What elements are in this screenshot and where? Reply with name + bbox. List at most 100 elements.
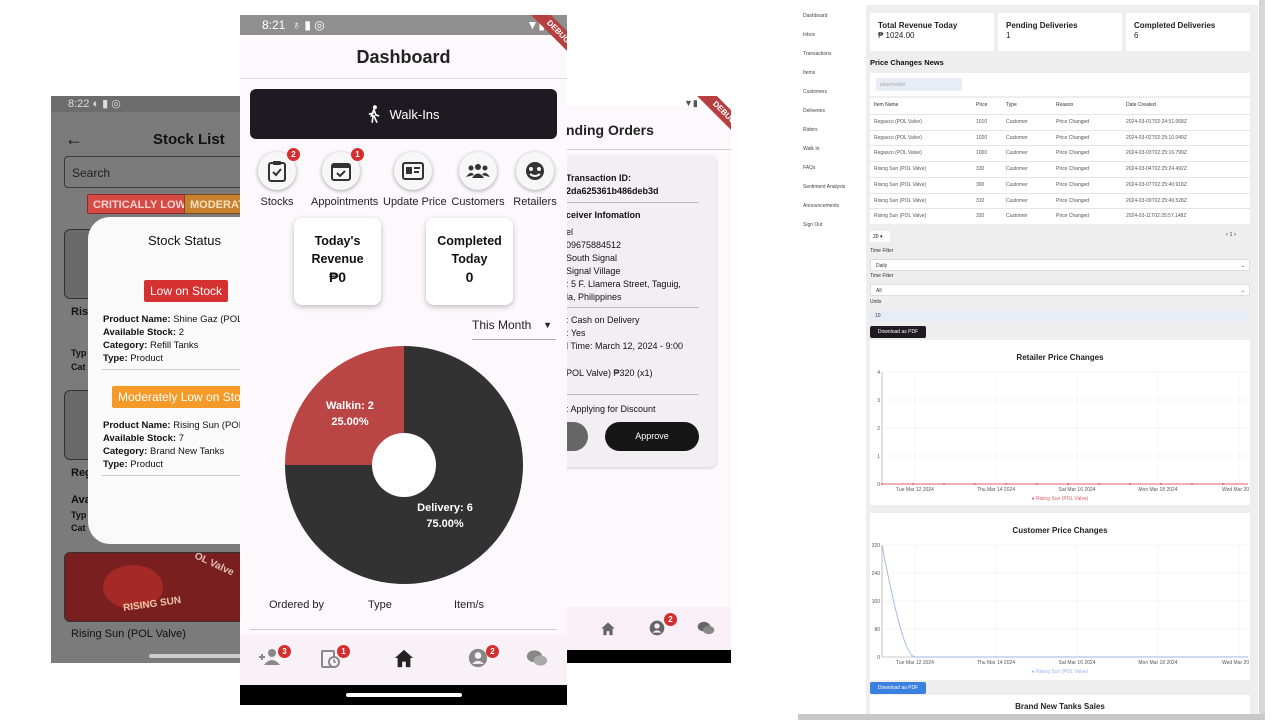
- label: Product Name:: [103, 314, 171, 325]
- chart-title: Customer Price Changes: [1012, 526, 1108, 535]
- update-price-action[interactable]: Update Price: [383, 152, 447, 208]
- table-cell: Regasco (POL Valve): [874, 150, 922, 157]
- stocks-action[interactable]: 2 Stocks: [247, 148, 307, 208]
- filter-value: Daily: [876, 263, 888, 269]
- search-input[interactable]: placeholder: [876, 78, 962, 91]
- table-row[interactable]: Rising Sun (POL Valve) 310 Customer Price C…: [870, 192, 1250, 207]
- retailer-line-chart: 0 1 2 3 4 Tue Mar 12 2024 Thu Mar 14 2024 Sat M…: [877, 370, 1250, 502]
- account-circle-icon[interactable]: [468, 648, 488, 668]
- table-cell: 300: [976, 181, 985, 188]
- units-input[interactable]: 10: [870, 310, 1250, 322]
- table-cell: Customer: [1006, 197, 1028, 204]
- section-title: Price Changes News: [870, 58, 944, 67]
- product-name: Shine Gaz (POL V: [173, 314, 252, 325]
- moderate-stock-badge: Moderately Low on Sto: [112, 386, 247, 408]
- card-value: ₱ 1024.00: [878, 31, 915, 40]
- page-size-select[interactable]: 20 ▾: [870, 231, 890, 242]
- table-cell: Price Changed: [1056, 166, 1090, 173]
- table-row[interactable]: Regasco (POL Valve) 1000 Customer Price Cha…: [870, 145, 1250, 159]
- product-info: Product Name: Shine Gaz (POL V: [103, 313, 251, 326]
- discount-line: : Applying for Discount: [566, 404, 656, 414]
- pending-deliveries-card: Pending Deliveries 1: [998, 13, 1122, 51]
- customers-action[interactable]: Customers: [448, 152, 508, 208]
- transaction-id: 2da625361b486deb3d: [566, 186, 659, 196]
- sidebar-item-transactions[interactable]: Transactions: [803, 51, 832, 57]
- sidebar-item-sentiment-analysis[interactable]: Sentiment Analysis: [803, 184, 846, 190]
- sidebar-item-sign-out[interactable]: Sign Out: [803, 222, 823, 228]
- table-cell: Regasco (POL Valve): [874, 134, 922, 141]
- appointments-button[interactable]: 1: [322, 148, 364, 190]
- sidebar-item-dashboard[interactable]: Dashboard: [803, 13, 828, 19]
- card-label: Completed Deliveries: [1134, 21, 1216, 30]
- table-row[interactable]: Rising Sun (POL Valve) 300 Customer Price C…: [870, 176, 1250, 191]
- horizontal-scrollbar[interactable]: [798, 714, 1265, 720]
- chat-icon[interactable]: [697, 620, 715, 636]
- receiver-line: la, Philippines: [566, 292, 622, 302]
- sidebar-item-deliveries[interactable]: Deliveries: [803, 108, 825, 114]
- back-arrow-icon[interactable]: ←: [65, 128, 83, 149]
- chat-icon[interactable]: [526, 648, 548, 668]
- home-icon[interactable]: [600, 621, 616, 636]
- time-filter-select[interactable]: Daily ⌄: [870, 259, 1250, 271]
- price-tag-icon: [402, 162, 424, 180]
- table-cell: 1020: [976, 134, 988, 141]
- pagination: ‹ 1 ›: [1226, 232, 1237, 238]
- walkin-label: Walk-Ins: [389, 106, 440, 122]
- payment-line: : Cash on Delivery: [566, 315, 640, 325]
- stocks-button[interactable]: 2: [258, 148, 300, 190]
- pie-slice-walkin[interactable]: [285, 346, 404, 465]
- table-cell: 2024-03-03T02:25:16.799Z: [1126, 150, 1187, 157]
- home-icon[interactable]: [393, 648, 415, 668]
- sidebar-item-announcements[interactable]: Announcements: [803, 203, 840, 209]
- account-circle-icon[interactable]: [649, 620, 665, 636]
- retailers-action[interactable]: Retailers: [505, 152, 565, 208]
- divider: [250, 629, 557, 630]
- type: Product: [130, 353, 164, 364]
- table-row[interactable]: Regasco (POL Valve) 1020 Customer Price Cha…: [870, 129, 1250, 144]
- stat-label: Completed: [437, 234, 502, 248]
- home-indicator: [346, 693, 462, 697]
- list-item-text: Typ: [71, 348, 87, 358]
- card-value: 6: [1134, 31, 1139, 40]
- time-filter-select-2[interactable]: All ⌄: [870, 284, 1250, 296]
- price-changes-table: Item Name Price Type Reason Date Created Rega…: [870, 98, 1250, 224]
- download-pdf-button-2[interactable]: Download as PDF: [870, 682, 926, 694]
- x-tick-label: Wed Mar 20 20: [1222, 487, 1250, 493]
- sidebar-item-items[interactable]: Items: [803, 70, 816, 76]
- walkin-button[interactable]: Walk-Ins: [250, 89, 557, 139]
- download-pdf-button[interactable]: Download as PDF: [870, 326, 926, 338]
- table-cell: Customer: [1006, 213, 1028, 220]
- customers-button[interactable]: [459, 152, 497, 190]
- approve-button[interactable]: Approve: [605, 422, 699, 451]
- pending-clipboard-icon[interactable]: [320, 648, 340, 668]
- main-content: Total Revenue Today ₱ 1024.00 Pending Del…: [866, 5, 1258, 720]
- period-dropdown[interactable]: This Month ▼: [472, 318, 556, 340]
- legend-label: ● Rising Sun (POL Valve): [1032, 496, 1089, 502]
- update-price-button[interactable]: [394, 152, 432, 190]
- sidebar-item-faqs[interactable]: FAQs: [803, 165, 816, 171]
- decline-button[interactable]: [566, 422, 588, 451]
- vertical-scrollbar[interactable]: [1259, 0, 1265, 714]
- status-time: 8:21: [262, 18, 286, 32]
- table-row[interactable]: Regasco (POL Valve) 1010 Customer Price Cha…: [870, 114, 1250, 128]
- stat-label: Today: [451, 252, 488, 266]
- retailers-button[interactable]: [516, 152, 554, 190]
- table-row[interactable]: Rising Sun (POL Valve) 330 Customer Price C…: [870, 161, 1250, 175]
- chart-title: Retailer Price Changes: [1016, 353, 1104, 362]
- product-info: Category: Brand New Tanks: [103, 445, 224, 458]
- sidebar-item-riders[interactable]: Riders: [803, 127, 818, 133]
- sidebar-item-customers[interactable]: Customers: [803, 89, 828, 95]
- receiver-line: el: [566, 227, 574, 237]
- table-row[interactable]: Rising Sun (POL Valve) 320 Customer Price C…: [870, 208, 1250, 222]
- person-add-icon[interactable]: [258, 648, 282, 666]
- x-tick-label: Tue Mar 12 2024: [896, 660, 934, 666]
- sidebar-item-walk-in[interactable]: Walk In: [803, 146, 820, 152]
- filter-chip-critical[interactable]: CRITICALLY LOW: [87, 194, 192, 214]
- bottom-nav: 2: [566, 607, 731, 650]
- column-header: Reason: [1056, 102, 1074, 108]
- filter-chip-moderate[interactable]: MODERATE: [184, 194, 259, 214]
- appointments-action[interactable]: 1 Appointments: [311, 148, 378, 208]
- table-cell: Rising Sun (POL Valve): [874, 181, 927, 188]
- sidebar-item-inbox[interactable]: Inbox: [803, 32, 816, 38]
- divider: [566, 149, 731, 150]
